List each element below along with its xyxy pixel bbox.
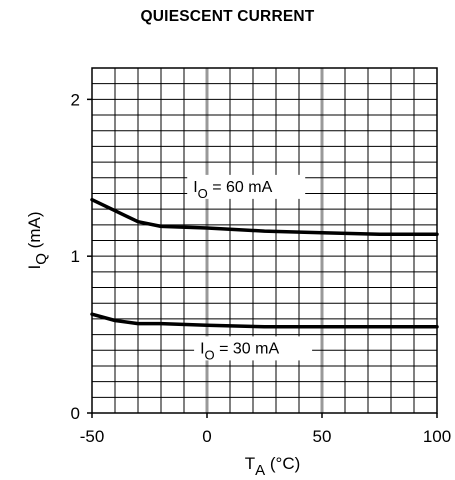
- plot-border: [91, 67, 438, 414]
- x-tick-label: 50: [313, 427, 332, 446]
- series-layer: [90, 197, 439, 329]
- y-tick-label: 2: [71, 90, 80, 109]
- y-tick-label: 0: [71, 404, 80, 423]
- x-axis-label: TA (°C): [245, 454, 301, 479]
- y-tick-label: 1: [71, 247, 80, 266]
- x-tick-label: 0: [202, 427, 211, 446]
- y-axis-label: IQ (mA): [25, 212, 50, 270]
- series-line: [90, 197, 439, 236]
- series-label-background: [194, 336, 313, 361]
- series-label-background: [187, 174, 306, 199]
- chart-title: QUIESCENT CURRENT: [140, 8, 315, 25]
- plot-frame: [87, 67, 438, 418]
- series-line: [90, 312, 439, 329]
- x-tick-label: -50: [80, 427, 105, 446]
- x-tick-label: 100: [423, 427, 451, 446]
- series-label: IO = 30 mA: [200, 340, 279, 362]
- series-label: IO = 60 mA: [193, 179, 272, 201]
- grid: [92, 68, 437, 413]
